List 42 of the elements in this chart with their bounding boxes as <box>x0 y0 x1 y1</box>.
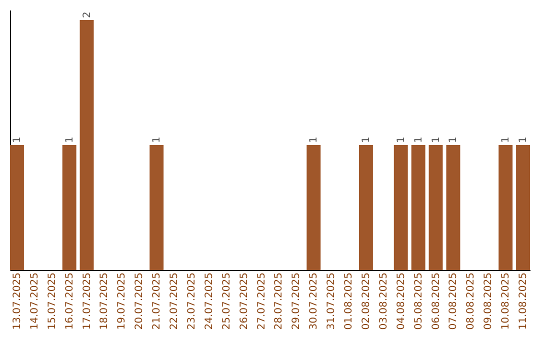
x-tick-label: 31.07.2025 <box>326 272 338 330</box>
x-tick-label: 30.07.2025 <box>308 272 320 330</box>
data-label: 1 <box>396 136 407 143</box>
x-tick-label: 18.07.2025 <box>99 272 110 330</box>
x-tick-label: 09.08.2025 <box>483 272 494 330</box>
data-label: 1 <box>12 136 23 143</box>
x-tick-label: 03.08.2025 <box>378 272 390 330</box>
x-tick-label: 26.07.2025 <box>238 272 250 330</box>
x-tick-label: 04.08.2025 <box>396 272 407 330</box>
x-tick-label: 08.08.2025 <box>466 272 477 330</box>
x-tick-label: 25.07.2025 <box>221 272 232 330</box>
x-tick-label: 16.07.2025 <box>64 272 76 330</box>
x-tick-label: 17.07.2025 <box>82 272 93 330</box>
x-tick-label: 06.08.2025 <box>430 272 442 330</box>
x-tick-label: 13.07.2025 <box>12 272 23 330</box>
data-label: 1 <box>448 136 460 143</box>
x-tick-label: 11.08.2025 <box>518 272 530 330</box>
x-tick-label: 23.07.2025 <box>186 272 198 330</box>
x-tick-label: 22.07.2025 <box>169 272 180 330</box>
data-label: 1 <box>413 136 424 143</box>
x-tick-label: 21.07.2025 <box>152 272 163 330</box>
x-tick-label: 10.08.2025 <box>500 272 512 330</box>
x-tick-label: 07.08.2025 <box>448 272 460 330</box>
data-label: 1 <box>500 136 512 143</box>
data-label: 1 <box>152 136 163 143</box>
data-label: 1 <box>308 136 320 143</box>
x-tick-label: 02.08.2025 <box>360 272 372 330</box>
data-label: 1 <box>360 136 372 143</box>
x-tick-label: 01.08.2025 <box>344 272 355 330</box>
x-tick-label: 29.07.2025 <box>291 272 302 330</box>
x-tick-label: 05.08.2025 <box>413 272 424 330</box>
data-label: 2 <box>82 12 93 18</box>
x-tick-label: 28.07.2025 <box>274 272 285 330</box>
x-tick-label: 27.07.2025 <box>256 272 268 330</box>
data-label: 1 <box>518 136 530 143</box>
x-tick-label: 20.07.2025 <box>134 272 146 330</box>
x-tick-label: 19.07.2025 <box>116 272 128 330</box>
data-label: 1 <box>430 136 442 143</box>
x-tick-label: 24.07.2025 <box>204 272 215 330</box>
data-label: 1 <box>64 136 76 143</box>
x-tick-label: 14.07.2025 <box>29 272 40 330</box>
x-tick-label: 15.07.2025 <box>46 272 58 330</box>
